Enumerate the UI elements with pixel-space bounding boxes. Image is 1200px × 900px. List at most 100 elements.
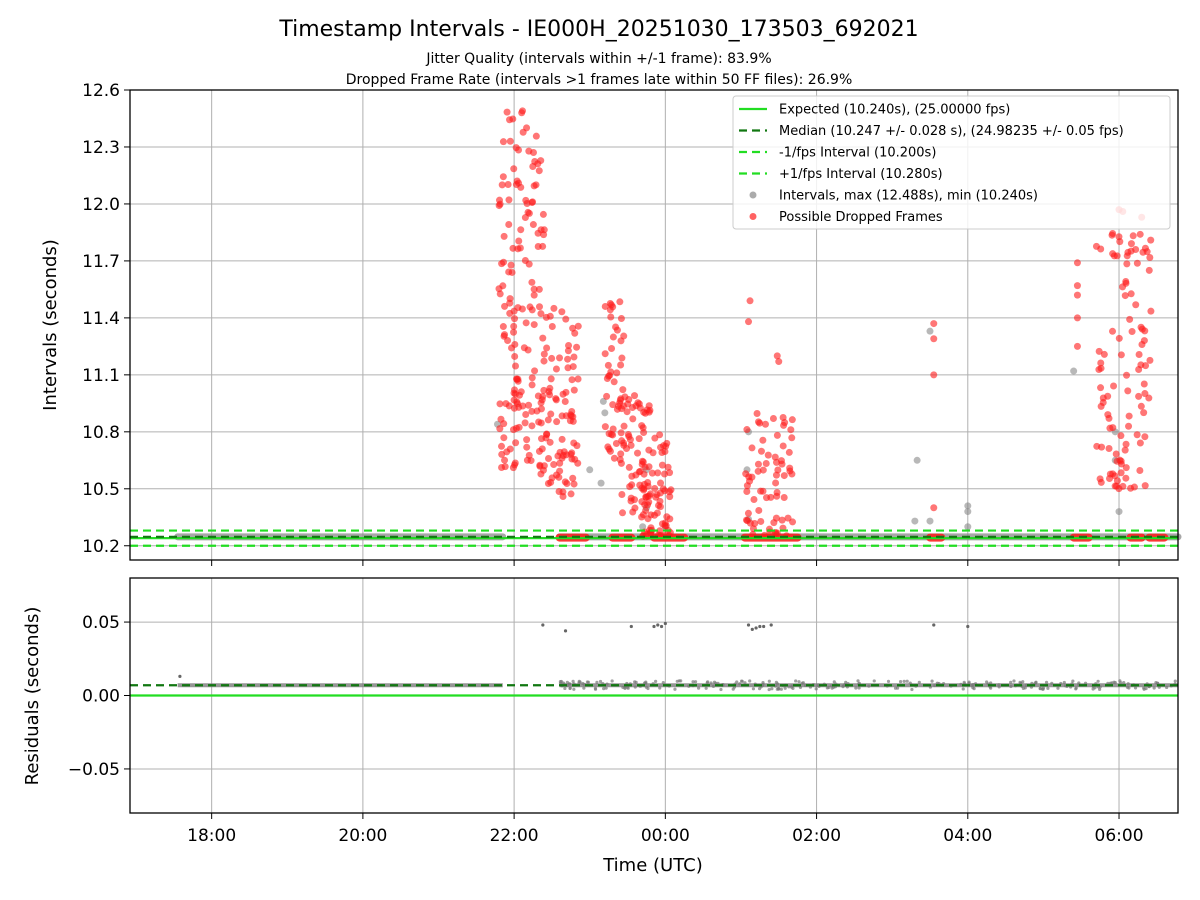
- dropped-frame-point: [1117, 351, 1125, 359]
- dropped-frame-point: [537, 470, 545, 478]
- residual-point: [893, 686, 898, 690]
- residual-point: [1144, 686, 1148, 691]
- dropped-frame-point: [1122, 440, 1130, 448]
- residual-point: [1044, 680, 1049, 684]
- dropped-frame-point: [1124, 387, 1132, 395]
- residual-point: [679, 679, 683, 683]
- dropped-frame-point: [528, 407, 536, 415]
- dropped-frame-point: [930, 335, 938, 343]
- residual-point: [711, 684, 716, 688]
- residual-point: [705, 681, 709, 685]
- dropped-frame-point: [508, 268, 516, 276]
- dropped-frame-point: [543, 431, 551, 439]
- interval-point: [639, 523, 647, 531]
- dropped-frame-point: [617, 450, 625, 458]
- dropped-frame-point: [540, 357, 548, 365]
- dropped-frame-point: [496, 400, 504, 408]
- dropped-frame-point: [1136, 230, 1144, 238]
- top-reference-lines: [130, 529, 1178, 547]
- residual-point: [867, 684, 871, 688]
- dropped-frame-point: [601, 350, 609, 358]
- dropped-frame-point: [789, 518, 797, 526]
- dropped-frame-point: [648, 469, 656, 477]
- bottom-xtick-label: 22:00: [490, 826, 539, 846]
- dropped-frame-point: [620, 422, 628, 430]
- dropped-frame-point: [745, 318, 753, 326]
- dropped-frame-point: [514, 377, 522, 385]
- dropped-frame-point: [547, 410, 555, 418]
- residual-point: [905, 679, 909, 683]
- residual-point: [605, 682, 609, 686]
- dropped-frame-point: [759, 466, 767, 474]
- dropped-frame-point: [618, 490, 626, 498]
- dropped-frame-point: [509, 115, 517, 123]
- residual-point: [930, 679, 934, 683]
- dropped-frame-point: [930, 371, 938, 379]
- dropped-frame-point: [642, 493, 650, 501]
- residual-point: [1133, 686, 1138, 690]
- dropped-frame-point: [666, 493, 674, 501]
- dropped-frame-point: [1121, 292, 1129, 300]
- dropped-frame-point: [773, 431, 781, 439]
- residual-point: [758, 624, 762, 629]
- dropped-frame-point: [528, 278, 536, 286]
- dropped-frame-point: [661, 470, 669, 478]
- dropped-frame-point: [1126, 315, 1134, 323]
- dropped-frame-point: [496, 425, 504, 433]
- dropped-frame-point: [1133, 259, 1141, 267]
- residual-point: [652, 624, 656, 629]
- top-ytick-label: 10.5: [82, 480, 120, 500]
- dropped-frame-point: [788, 434, 796, 442]
- dropped-frame-point: [550, 304, 558, 312]
- residual-point: [1029, 685, 1034, 689]
- dropped-frame-point: [552, 395, 560, 403]
- dropped-frame-point: [510, 322, 518, 330]
- dropped-frame-point: [503, 108, 511, 116]
- dropped-frame-point: [629, 508, 637, 516]
- dropped-frame-point: [652, 493, 660, 501]
- dropped-frame-point: [558, 435, 566, 443]
- dropped-frame-point: [1095, 347, 1103, 355]
- dropped-frame-point: [511, 386, 519, 394]
- dropped-frame-point: [609, 431, 617, 439]
- dropped-frame-point: [522, 319, 530, 327]
- residual-point: [604, 686, 608, 690]
- residual-point: [1034, 681, 1038, 685]
- dropped-frame-point: [785, 448, 793, 456]
- dropped-frame-point: [1123, 260, 1131, 268]
- dropped-frame-point: [616, 298, 624, 306]
- dropped-frame-point: [748, 444, 756, 452]
- residual-point: [1074, 686, 1078, 690]
- dropped-frame-point: [543, 344, 551, 352]
- dropped-frame-point: [506, 295, 514, 303]
- dropped-frame-point: [539, 210, 547, 218]
- dropped-frame-point: [666, 515, 674, 523]
- dropped-frame-point: [516, 391, 524, 399]
- dropped-frame-point: [787, 426, 795, 434]
- bottom-ytick-label: −0.05: [68, 760, 120, 780]
- interval-point: [586, 466, 594, 474]
- dropped-frame-point: [759, 487, 767, 495]
- dropped-frame-point: [625, 463, 633, 471]
- dropped-frame-point: [504, 181, 512, 189]
- dropped-frame-point: [770, 519, 778, 527]
- residual-point: [933, 683, 937, 688]
- top-ytick-label: 12.6: [82, 81, 120, 101]
- residual-point: [830, 686, 834, 690]
- dropped-frame-point: [755, 506, 763, 514]
- residual-point: [961, 687, 965, 691]
- dropped-frame-point: [539, 393, 547, 401]
- dropped-frame-point: [530, 285, 538, 293]
- dropped-frame-point: [1073, 259, 1081, 267]
- dropped-frame-point: [657, 479, 665, 487]
- residual-point: [693, 680, 698, 684]
- dropped-frame-point: [603, 374, 611, 382]
- dropped-frame-point: [609, 401, 617, 409]
- dropped-frame-point: [750, 495, 758, 503]
- dropped-frame-point: [604, 361, 612, 369]
- dropped-frame-point: [1141, 482, 1149, 490]
- residual-point: [1009, 684, 1013, 689]
- residual-point: [178, 674, 182, 679]
- dropped-frame-point: [513, 177, 521, 185]
- residual-point: [751, 687, 756, 691]
